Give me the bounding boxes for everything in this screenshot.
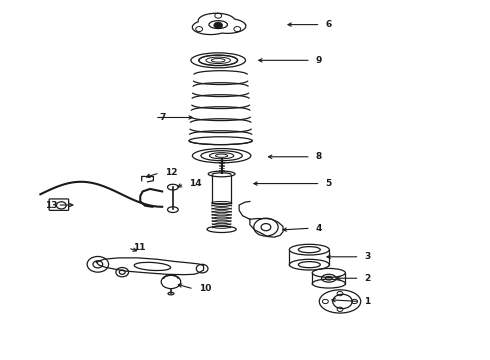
Circle shape bbox=[214, 22, 222, 28]
Text: 7: 7 bbox=[160, 113, 166, 122]
Text: 4: 4 bbox=[316, 224, 322, 233]
Text: 10: 10 bbox=[199, 284, 211, 293]
Text: 6: 6 bbox=[325, 20, 332, 29]
Text: 8: 8 bbox=[316, 152, 322, 161]
Text: 14: 14 bbox=[189, 179, 201, 188]
Text: 1: 1 bbox=[365, 297, 370, 306]
Text: 2: 2 bbox=[365, 274, 370, 283]
Text: 13: 13 bbox=[45, 201, 57, 210]
Text: 5: 5 bbox=[325, 179, 332, 188]
Text: 11: 11 bbox=[133, 243, 146, 252]
Text: 12: 12 bbox=[165, 168, 177, 177]
Text: 9: 9 bbox=[316, 56, 322, 65]
Text: 3: 3 bbox=[365, 252, 370, 261]
